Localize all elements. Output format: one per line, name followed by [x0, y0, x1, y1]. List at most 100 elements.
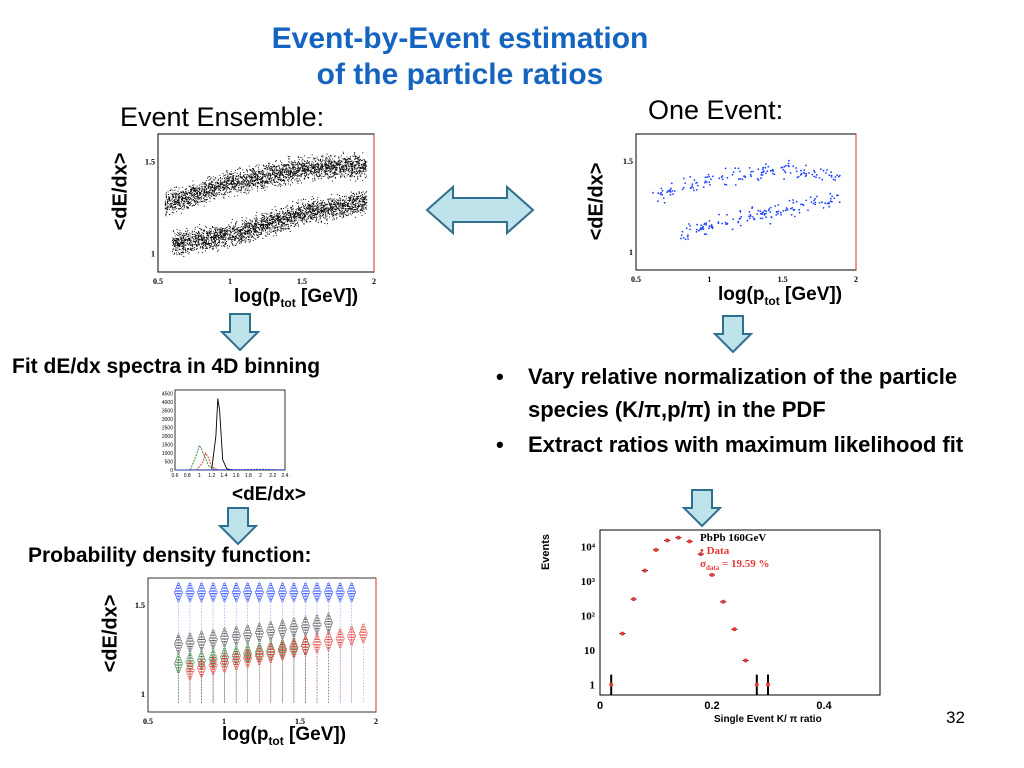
scatter-point — [235, 185, 237, 187]
scatter-point — [292, 213, 294, 216]
scatter-point — [256, 183, 258, 185]
scatter-point — [315, 173, 317, 175]
scatter-point — [253, 230, 255, 232]
scatter-point — [198, 230, 200, 232]
scatter-point — [316, 217, 318, 219]
scatter-point — [208, 232, 210, 234]
scatter-point — [324, 210, 326, 212]
scatter-point — [336, 168, 338, 170]
scatter-point — [353, 155, 355, 157]
scatter-point — [292, 221, 294, 223]
scatter-point — [172, 189, 174, 191]
scatter-point — [259, 173, 261, 175]
scatter-point — [240, 176, 242, 178]
scatter-point — [366, 161, 368, 163]
scatter-point — [194, 198, 196, 200]
scatter-point — [318, 160, 320, 162]
scatter-point — [301, 212, 303, 214]
scatter-point — [284, 180, 286, 182]
scatter-point — [307, 161, 309, 163]
scatter-point — [356, 178, 359, 180]
scatter-point — [280, 180, 282, 182]
scatter-point — [198, 236, 200, 238]
scatter-point — [356, 156, 358, 158]
scatter-point — [348, 158, 350, 160]
scatter-point — [279, 168, 281, 170]
scatter-point — [342, 216, 344, 218]
scatter-point — [183, 252, 185, 254]
scatter-point — [215, 243, 217, 245]
scatter-point — [364, 160, 366, 162]
scatter-point — [192, 249, 194, 251]
scatter-point — [342, 205, 344, 207]
scatter-point — [313, 204, 315, 206]
scatter-point — [236, 233, 238, 236]
scatter-point — [189, 186, 191, 188]
scatter-point — [359, 163, 361, 165]
scatter-point — [197, 244, 199, 246]
scatter-point — [311, 203, 313, 205]
scatter-point — [314, 179, 316, 181]
scatter-point — [221, 237, 223, 239]
scatter-point — [241, 176, 243, 178]
scatter-point — [364, 203, 366, 205]
scatter-point — [342, 217, 344, 219]
scatter-point — [340, 173, 342, 175]
scatter-point — [221, 181, 223, 183]
scatter-point — [219, 177, 222, 179]
scatter-point — [311, 171, 313, 173]
scatter-point — [335, 163, 337, 165]
scatter-point — [174, 203, 176, 205]
scatter-point — [331, 169, 333, 171]
scatter-point — [289, 156, 291, 158]
scatter-point — [198, 243, 200, 245]
scatter-point — [226, 169, 228, 171]
scatter-point — [257, 181, 260, 183]
scatter-point — [227, 237, 229, 239]
scatter-point — [173, 252, 176, 254]
scatter-point — [210, 192, 212, 194]
scatter-point — [300, 156, 302, 158]
scatter-point — [256, 164, 258, 166]
scatter-point — [292, 177, 294, 179]
scatter-point — [245, 230, 247, 232]
scatter-point — [288, 213, 290, 215]
scatter-point — [216, 228, 218, 230]
scatter-point — [349, 206, 351, 208]
scatter-point — [186, 200, 188, 202]
scatter-point — [329, 171, 331, 173]
scatter-point — [337, 208, 339, 210]
scatter-point — [233, 238, 236, 240]
scatter-point — [305, 210, 307, 212]
scatter-point — [355, 162, 358, 164]
scatter-point — [286, 205, 288, 207]
scatter-point — [176, 195, 178, 197]
scatter-point — [292, 222, 294, 224]
scatter-point — [300, 165, 303, 167]
scatter-point — [205, 242, 208, 244]
scatter-point — [249, 240, 251, 242]
scatter-point — [243, 172, 245, 174]
scatter-point — [300, 218, 302, 220]
scatter-point — [188, 244, 190, 246]
scatter-point — [180, 232, 182, 234]
scatter-point — [190, 233, 192, 235]
scatter-point — [318, 170, 320, 173]
scatter-point — [270, 229, 272, 231]
scatter-point — [306, 169, 309, 172]
scatter-point — [192, 188, 194, 190]
scatter-point — [187, 190, 189, 192]
scatter-point — [265, 213, 267, 215]
scatter-point — [179, 236, 181, 238]
scatter-point — [271, 177, 273, 179]
scatter-point — [300, 176, 302, 178]
scatter-point — [289, 184, 292, 186]
scatter-point — [357, 207, 359, 209]
scatter-point — [323, 170, 326, 172]
scatter-point — [302, 165, 305, 167]
scatter-point — [352, 161, 354, 163]
scatter-point — [292, 200, 294, 202]
scatter-point — [256, 186, 258, 188]
scatter-point — [280, 225, 282, 227]
scatter-point — [310, 206, 312, 208]
